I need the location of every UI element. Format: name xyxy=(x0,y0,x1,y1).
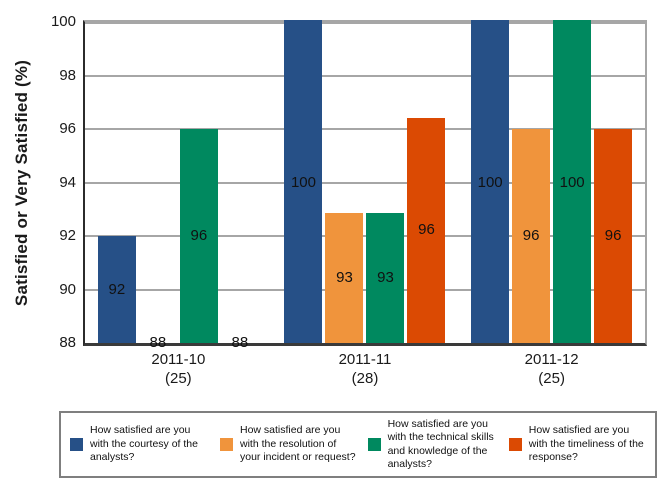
bar-s3-2011-12 xyxy=(553,20,592,343)
y-tick-label-94: 94 xyxy=(59,173,76,191)
bar-value-label: 88 xyxy=(231,334,249,351)
legend-item-label: How satisfied are you with the resolutio… xyxy=(239,424,356,464)
bar-s1-2011-10 xyxy=(97,236,136,343)
bar-slot-s4-2011-12: 96 xyxy=(594,22,633,343)
legend-item-4: How satisfied are you with the timelines… xyxy=(508,424,644,465)
x-label-month: 2011-10 xyxy=(151,351,206,368)
bar-s2-2011-12 xyxy=(512,129,551,343)
bar-value-label: 93 xyxy=(377,269,394,286)
y-tick-label-90: 90 xyxy=(59,280,76,298)
bar-groups-layer: 92 88 96 88 100 93 93 96 100 96 100 96 xyxy=(85,20,645,351)
bar-value-label: 93 xyxy=(336,269,353,286)
bar-s3-2011-11 xyxy=(366,213,405,343)
bar-slot-s1-2011-11: 100 xyxy=(284,20,323,343)
x-label-2011-10: 2011-10 (25) xyxy=(85,350,272,388)
legend-swatch-1 xyxy=(70,438,83,451)
bar-slot-s2-2011-10: 88 xyxy=(139,22,177,351)
bar-slot-s3-2011-10: 96 xyxy=(179,22,218,343)
bar-s1-2011-12 xyxy=(471,20,510,343)
x-label-count: (28) xyxy=(351,370,379,387)
legend-item-label: How satisfied are you with the courtesy … xyxy=(90,424,198,464)
x-axis-labels: 2011-10 (25) 2011-11 (28) 2011-12 (25) xyxy=(85,350,645,388)
gridline-90 xyxy=(85,288,645,291)
legend-item-3: How satisfied are you with the technical… xyxy=(367,417,494,472)
y-tick-label-96: 96 xyxy=(59,120,76,137)
bar-slot-s1-2011-12: 100 xyxy=(471,20,510,343)
y-tick-label-88: 88 xyxy=(59,334,76,351)
bar-value-label: 92 xyxy=(108,280,126,298)
bar-value-label: 100 xyxy=(477,173,503,191)
bar-group-2011-10: 92 88 96 88 xyxy=(85,22,272,351)
bar-s1-2011-11 xyxy=(284,20,323,343)
gridline-98 xyxy=(85,74,645,77)
x-label-count: (25) xyxy=(538,370,565,387)
x-label-month: 2011-12 xyxy=(524,351,579,368)
bar-value-label: 100 xyxy=(559,173,585,191)
y-tick-label-100: 100 xyxy=(50,13,76,30)
bar-slot-s1-2011-10: 92 xyxy=(97,22,136,343)
y-tick-label-92: 92 xyxy=(59,227,76,244)
bar-slot-s2-2011-11: 93 xyxy=(325,22,364,343)
bar-s2-2011-11 xyxy=(325,213,364,343)
bar-value-label: 96 xyxy=(604,227,622,244)
x-label-2011-11: 2011-11 (28) xyxy=(272,350,459,388)
legend-swatch-4 xyxy=(508,438,522,451)
gridline-92 xyxy=(85,235,645,237)
gridline-94 xyxy=(85,181,645,184)
bar-value-label: 88 xyxy=(149,334,167,351)
legend-item-label: How satisfied are you with the timelines… xyxy=(528,424,644,464)
bar-slot-s4-2011-10: 88 xyxy=(221,22,259,351)
bar-slot-s2-2011-12: 96 xyxy=(512,22,551,343)
bar-group-2011-11: 100 93 93 96 xyxy=(272,20,459,343)
x-label-month: 2011-11 xyxy=(338,351,392,368)
bar-slot-s4-2011-11: 96 xyxy=(407,22,446,343)
legend-swatch-3 xyxy=(367,438,381,451)
bar-slot-s3-2011-11: 93 xyxy=(366,22,405,343)
gridline-100 xyxy=(85,22,645,24)
y-tick-label-98: 98 xyxy=(59,66,76,84)
bar-s3-2011-10 xyxy=(179,129,218,343)
y-axis-tick-labels: 88 90 92 94 96 98 100 xyxy=(0,13,76,351)
legend-item-label: How satisfied are you with the technical… xyxy=(387,417,494,471)
bar-group-2011-12: 100 96 100 96 xyxy=(458,20,645,343)
bar-s4-2011-11 xyxy=(407,117,446,343)
bar-value-label: 100 xyxy=(290,173,316,191)
legend-item-1: How satisfied are you with the courtesy … xyxy=(70,424,198,465)
plot-area: 92 88 96 88 100 93 93 96 100 96 100 96 xyxy=(83,20,647,351)
x-label-count: (25) xyxy=(164,370,192,387)
legend-item-2: How satisfied are you with the resolutio… xyxy=(219,424,356,465)
legend-swatch-2 xyxy=(219,438,233,451)
bar-slot-s3-2011-12: 100 xyxy=(553,20,592,343)
legend: How satisfied are you with the courtesy … xyxy=(59,411,657,478)
x-label-2011-12: 2011-12 (25) xyxy=(458,350,645,388)
bar-value-label: 96 xyxy=(418,221,435,239)
gridline-96 xyxy=(85,128,645,130)
bar-value-label: 96 xyxy=(190,227,208,244)
bar-s4-2011-12 xyxy=(594,129,633,343)
bar-value-label: 96 xyxy=(522,227,540,244)
